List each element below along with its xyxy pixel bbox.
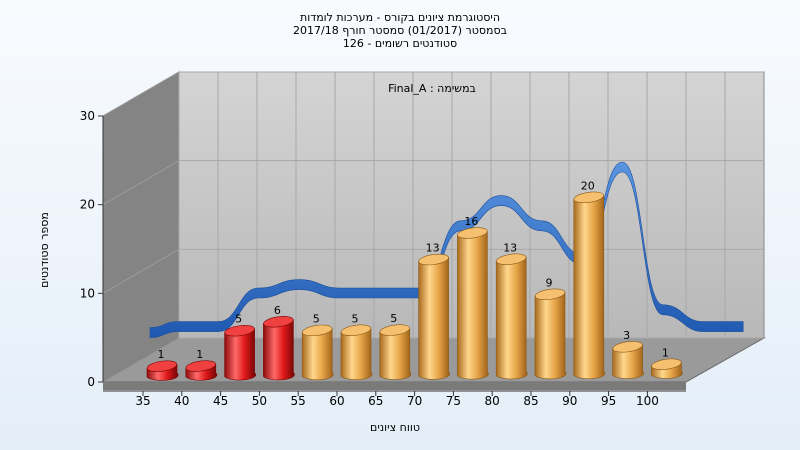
bar-top [651, 358, 682, 370]
bar [185, 360, 218, 381]
x-tick-label: 35 [135, 394, 150, 408]
bar-value-label: 5 [313, 312, 320, 325]
bar-value-label: 16 [464, 215, 478, 228]
bar [573, 191, 606, 380]
x-tick-label: 95 [601, 394, 616, 408]
bar-top [612, 341, 643, 353]
bar [379, 324, 412, 380]
annotation-label: Final_A : במשימה [388, 82, 476, 95]
bar-body [263, 319, 295, 381]
bar [146, 360, 179, 381]
grid-h-side [102, 160, 180, 206]
bar-top [418, 253, 449, 266]
x-tick-label: 75 [446, 394, 461, 408]
bar-body [301, 328, 334, 381]
left-wall [102, 71, 180, 383]
bar-top [146, 360, 178, 372]
bars [146, 191, 683, 381]
title-line-1: היסטוגרמת ציונים בקורס - מערכות לומדות [299, 11, 501, 24]
bar-body [340, 327, 373, 380]
bar-value-label: 13 [426, 242, 440, 255]
bar-body [612, 344, 645, 379]
bar [340, 324, 373, 380]
bar-value-label: 1 [196, 348, 203, 361]
bar-value-label: 1 [662, 346, 669, 359]
bar-body [534, 291, 567, 380]
bar [457, 227, 489, 380]
bar [418, 253, 451, 380]
bar-body [418, 257, 451, 380]
bar [651, 358, 683, 379]
chart-title: היסטוגרמת ציונים בקורס - מערכות לומדות ב… [0, 11, 800, 50]
x-tick-label: 55 [291, 394, 306, 408]
bar-body [573, 195, 606, 380]
x-tick-label: 40 [174, 394, 189, 408]
x-tick-label: 70 [407, 394, 422, 408]
x-tick-label: 65 [368, 394, 383, 408]
bar [224, 325, 257, 381]
bar-value-label: 5 [235, 313, 242, 326]
x-tick-label: 45 [213, 394, 228, 408]
bar [301, 324, 334, 381]
x-tick-label: 85 [523, 394, 538, 408]
bar-top [185, 360, 216, 372]
y-tick-label: 10 [80, 286, 95, 300]
bar-value-label: 5 [390, 312, 397, 325]
bar [263, 316, 295, 381]
title-line-2: בסמסטר (01/2017) סמסטר חורף 2017/18 [293, 24, 507, 37]
bar [612, 341, 645, 379]
bar-value-label: 20 [581, 179, 595, 192]
x-tick-label: 60 [329, 394, 344, 408]
bar-body [224, 328, 257, 381]
y-axis-title: מספר סטודנטים [38, 212, 51, 288]
x-tick-label: 50 [252, 394, 267, 408]
x-tick-label: 90 [562, 394, 577, 408]
bar-top [263, 316, 294, 328]
bar-value-label: 1 [158, 348, 165, 361]
bar-value-label: 13 [503, 241, 517, 254]
bar-top [340, 324, 372, 336]
y-tick-label: 0 [87, 375, 95, 389]
bar-top [496, 253, 527, 265]
bar-top [379, 324, 410, 336]
grid-h-side [102, 248, 180, 294]
y-tick-label: 20 [80, 198, 95, 212]
bar-value-label: 3 [623, 329, 630, 342]
title-line-3: סטודנטים רשומים - 126 [342, 37, 458, 50]
bar-top [573, 191, 604, 204]
bar [534, 288, 567, 380]
bar-top [224, 325, 255, 337]
bar-value-label: 6 [274, 304, 281, 317]
bar [495, 253, 528, 380]
bar-top [457, 227, 488, 239]
bar-value-label: 5 [352, 312, 359, 325]
x-axis-title: טווח ציונים [370, 421, 420, 434]
grid-h-side [102, 71, 180, 117]
y-tick-label: 30 [80, 109, 95, 123]
x-tick-label: 80 [485, 394, 500, 408]
bar-value-label: 9 [546, 276, 553, 289]
bar-body [495, 256, 528, 380]
bar-body [457, 230, 489, 380]
floor-front-edge [103, 382, 686, 390]
x-tick-label: 100 [636, 394, 659, 408]
grid-h-side [102, 337, 180, 383]
trend-ribbon-band [149, 161, 744, 338]
bar-top [534, 288, 566, 300]
bar-top [302, 324, 333, 337]
trend-ribbon [149, 161, 744, 338]
bar-body [379, 327, 412, 380]
